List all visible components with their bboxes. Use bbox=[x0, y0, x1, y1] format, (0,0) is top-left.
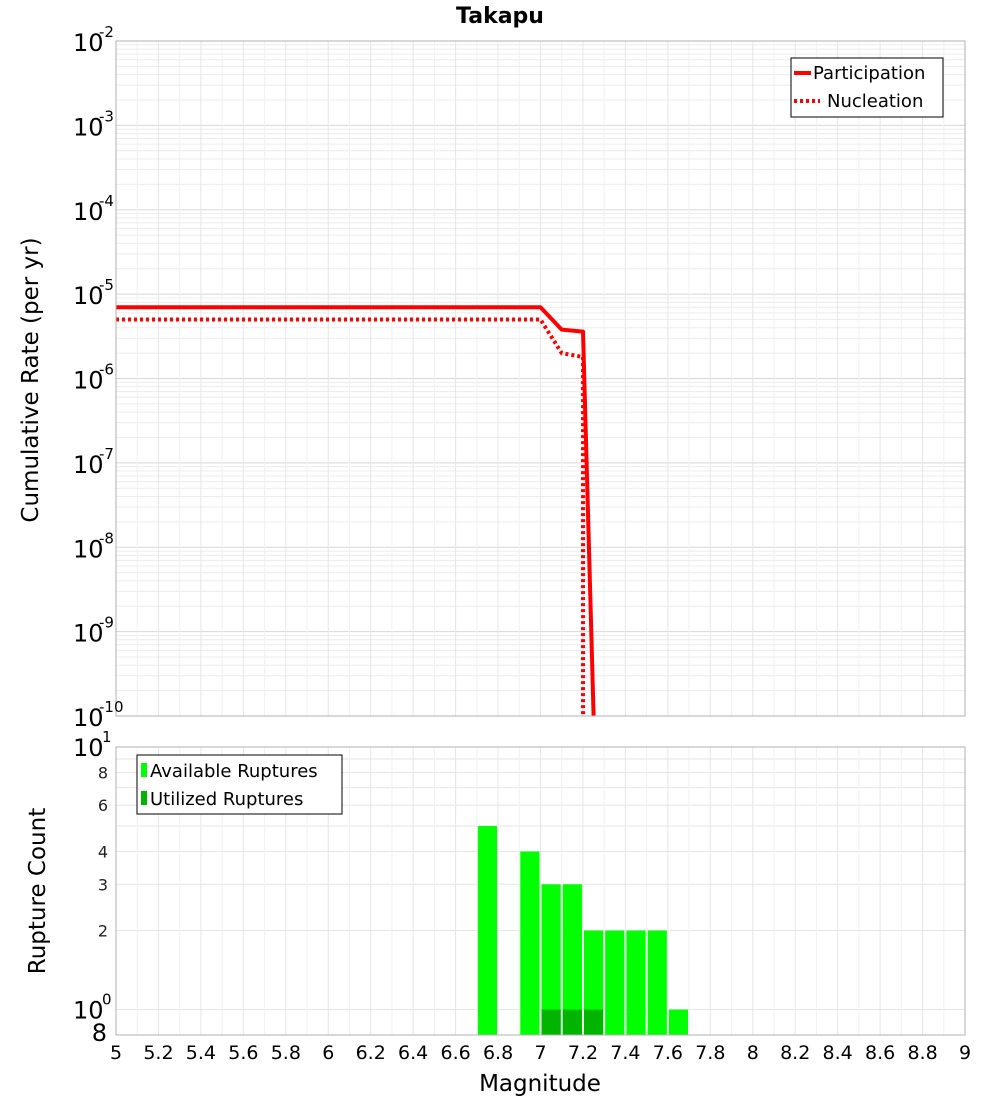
x-tick-label: 7.6 bbox=[653, 1042, 683, 1064]
x-tick-label: 6.8 bbox=[483, 1042, 513, 1064]
rate-y-tick-label: 10 bbox=[73, 282, 104, 310]
rate-y-tick-label: 10 bbox=[73, 704, 104, 732]
rupture-plot-frame bbox=[115, 746, 966, 1036]
legend-box-ruptures bbox=[136, 754, 343, 815]
x-axis-label: Magnitude bbox=[479, 1071, 601, 1097]
legend-available-swatch bbox=[141, 763, 147, 777]
rate-y-tick-label: 10 bbox=[73, 198, 104, 226]
rate-y-tick-exponent: -10 bbox=[99, 698, 124, 716]
x-tick-label: 6.6 bbox=[440, 1042, 470, 1064]
series-line-nucleation bbox=[116, 317, 585, 716]
x-tick-label: 9 bbox=[959, 1042, 971, 1064]
x-tick-label: 7.4 bbox=[610, 1042, 640, 1064]
rupture-y-minor-tick-label: 4 bbox=[98, 842, 108, 861]
rate-y-tick-exponent: -7 bbox=[99, 445, 114, 463]
rupture-y-tick-exponent: 0 bbox=[102, 991, 112, 1009]
available-ruptures-bar bbox=[605, 930, 625, 1035]
rupture-plot-y-label: Rupture Count bbox=[25, 808, 51, 974]
available-ruptures-bar bbox=[541, 884, 561, 1035]
rate-y-tick-label: 10 bbox=[73, 620, 104, 648]
x-tick-label: 5.8 bbox=[271, 1042, 301, 1064]
legend-utilized-label: Utilized Ruptures bbox=[150, 789, 303, 810]
x-tick-label: 6.2 bbox=[356, 1042, 386, 1064]
rupture-y-minor-tick-label: 2 bbox=[98, 922, 108, 941]
x-tick-label: 6 bbox=[322, 1042, 334, 1064]
x-tick-label: 5 bbox=[110, 1042, 122, 1064]
rupture-y-tick-label: 10 bbox=[73, 997, 104, 1025]
rupture-plot-x-ticks: 5 5.2 5.4 5.6 5.8 6 6.2 6.4 6.6 6.8 7 7.2 7.4 7.6 7.8 8… bbox=[110, 1042, 971, 1064]
available-ruptures-bar bbox=[668, 1009, 689, 1035]
x-tick-label: 8 bbox=[747, 1042, 759, 1064]
available-ruptures-bar bbox=[562, 884, 582, 1035]
legend-box bbox=[790, 57, 944, 118]
x-tick-label: 8.6 bbox=[865, 1042, 895, 1064]
legend-participation-label: Participation bbox=[813, 63, 925, 84]
x-tick-label: 7.2 bbox=[568, 1042, 598, 1064]
rupture-y-minor-tick-label: 8 bbox=[92, 1019, 107, 1047]
rupture-y-tick-label: 10 bbox=[73, 734, 104, 762]
rupture-y-minor-tick-label: 3 bbox=[98, 875, 108, 894]
rate-plot-legend: Participation Nucleation bbox=[790, 57, 944, 118]
legend-nucleation-label: Nucleation bbox=[827, 91, 923, 112]
rupture-y-minor-tick-label: 6 bbox=[98, 796, 108, 815]
x-tick-label: 5.6 bbox=[228, 1042, 258, 1064]
utilized-ruptures-bar bbox=[583, 1009, 604, 1035]
rate-plot-y-label: Cumulative Rate (per yr) bbox=[18, 237, 44, 522]
rate-y-tick-label: 10 bbox=[73, 535, 104, 563]
x-tick-label: 6.4 bbox=[398, 1042, 428, 1064]
rate-y-tick-exponent: -2 bbox=[99, 23, 114, 41]
rate-plot-frame bbox=[115, 40, 966, 717]
rate-plot-series bbox=[116, 305, 596, 717]
utilized-ruptures-bar bbox=[541, 1009, 561, 1035]
legend-utilized-swatch bbox=[141, 791, 147, 805]
rate-y-tick-exponent: -4 bbox=[99, 192, 114, 210]
available-ruptures-bar bbox=[626, 930, 646, 1035]
x-tick-label: 5.2 bbox=[143, 1042, 173, 1064]
x-tick-label: 8.8 bbox=[907, 1042, 937, 1064]
legend-available-label: Available Ruptures bbox=[150, 761, 318, 782]
series-line-participation bbox=[116, 305, 596, 717]
rate-y-tick-label: 10 bbox=[73, 113, 104, 141]
chart-title: Takapu bbox=[456, 4, 544, 29]
rate-y-tick-exponent: -8 bbox=[99, 529, 114, 547]
rate-y-tick-label: 10 bbox=[73, 451, 104, 479]
rupture-plot-legend: Available Ruptures Utilized Ruptures bbox=[136, 754, 343, 815]
rupture-y-minor-tick-label: 8 bbox=[98, 763, 108, 782]
available-ruptures-bar bbox=[647, 930, 667, 1035]
rate-y-tick-label: 10 bbox=[73, 367, 104, 395]
utilized-ruptures-bar bbox=[562, 1009, 582, 1035]
x-tick-label: 8.2 bbox=[780, 1042, 810, 1064]
rate-plot-grid bbox=[115, 41, 966, 717]
rate-y-tick-exponent: -3 bbox=[99, 107, 114, 125]
rate-y-tick-exponent: -6 bbox=[99, 361, 114, 379]
rate-y-tick-exponent: -5 bbox=[99, 276, 114, 294]
x-tick-label: 7.8 bbox=[695, 1042, 725, 1064]
x-tick-label: 8.4 bbox=[823, 1042, 853, 1064]
rate-y-tick-exponent: -9 bbox=[99, 614, 114, 632]
available-ruptures-bar bbox=[477, 826, 498, 1035]
rupture-plot-bars bbox=[477, 826, 689, 1035]
x-tick-label: 7 bbox=[534, 1042, 546, 1064]
rupture-y-tick-exponent: 1 bbox=[102, 728, 112, 746]
available-ruptures-bar bbox=[520, 851, 540, 1035]
available-ruptures-bar bbox=[583, 930, 604, 1035]
rate-y-tick-label: 10 bbox=[73, 29, 104, 57]
x-tick-label: 5.4 bbox=[186, 1042, 216, 1064]
